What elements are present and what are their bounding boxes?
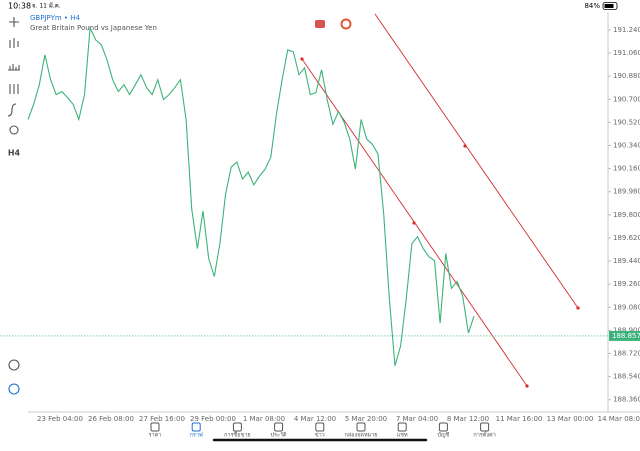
objects-tool[interactable] [9,125,19,135]
price-line [27,25,475,366]
x-tick-label: 1 Mar 08:00 [243,415,285,423]
x-tick-label: 8 Mar 12:00 [447,415,489,423]
x-tick-label: 11 Mar 16:00 [496,415,543,423]
x-tick-label: 29 Feb 00:00 [190,415,236,423]
x-tick-label: 23 Feb 04:00 [37,415,83,423]
y-tick-label: 190.160 [613,165,640,173]
nav-icon[interactable] [438,422,448,432]
nav-label[interactable]: ประวัติ [271,432,287,439]
description: Great Britain Pound vs Japanese Yen [30,24,157,32]
nav-label[interactable]: บัญชี [437,432,449,439]
x-tick-label: 4 Mar 12:00 [294,415,336,423]
nav-icon[interactable] [191,422,201,432]
indicator-tool[interactable] [8,64,20,71]
y-tick-label: 191.060 [613,49,640,57]
function-tool[interactable] [7,103,17,117]
nav-label[interactable]: ราคา [149,433,162,439]
status-date: จ. 11 มี.ค. [32,2,61,10]
nav-icon[interactable] [274,422,284,432]
one-click-sell[interactable] [315,20,325,28]
x-tick-label: 14 Mar 08:00 [598,415,640,423]
search-tool[interactable] [8,359,20,371]
battery-icon [602,2,618,10]
y-tick-label: 188.540 [613,373,640,381]
nav-icon[interactable] [397,422,407,432]
timeframe[interactable]: H4 [8,149,21,158]
y-tick-label: 190.340 [613,142,640,150]
anchor[interactable] [576,306,580,310]
nav-icon[interactable] [356,422,366,432]
anchor[interactable] [525,384,529,388]
trendline[interactable] [374,13,579,309]
nav-icon[interactable] [150,422,160,432]
current-price-label: 188.857 [612,332,640,340]
nav-icon[interactable] [315,422,325,432]
one-click-buy[interactable] [340,18,352,30]
x-tick-label: 26 Feb 08:00 [88,415,134,423]
nav-label[interactable]: การตั้งค่า [473,431,495,439]
y-tick-label: 190.520 [613,118,640,126]
x-tick-label: 13 Mar 00:00 [547,415,594,423]
current-price-box [609,330,640,341]
trendlines [301,13,579,387]
y-tick-label: 188.360 [613,396,640,404]
nav-icon[interactable] [232,422,242,432]
trendline-anchors [300,57,580,388]
nav-label[interactable]: ข่าว [315,433,325,439]
anchor[interactable] [300,57,304,61]
anchor[interactable] [412,221,416,225]
battery-level [604,4,614,8]
settings-tool[interactable] [9,84,19,94]
anchor[interactable] [463,144,467,148]
chart-type-tool[interactable] [9,38,19,48]
y-tick-label: 189.620 [613,234,640,242]
y-tick-label: 189.440 [613,257,640,265]
y-tick-label: 189.800 [613,211,640,219]
battery-text: 84% [584,2,600,10]
nav-label[interactable]: กล่องจดหมาย [344,433,377,439]
y-tick-label: 189.260 [613,280,640,288]
y-tick-label: 191.240 [613,26,640,34]
x-tick-label: 5 Mar 20:00 [345,415,387,423]
x-tick-label: 27 Feb 16:00 [139,415,185,423]
y-tick-label: 190.700 [613,95,640,103]
y-tick-label: 188.900 [613,326,640,334]
symbol: GBPJPYm • H4 [30,14,81,22]
nav-label[interactable]: การซื้อขาย [224,431,250,439]
nav-label[interactable]: กราฟ [190,432,203,439]
nav-label[interactable]: แชท [397,432,408,439]
y-tick-label: 190.880 [613,72,640,80]
y-tick-label: 188.720 [613,350,640,358]
status-time: 10:38 [8,2,31,11]
crosshair-tool[interactable] [9,17,19,27]
toolbar [7,17,20,395]
y-tick-label: 189.980 [613,188,640,196]
trade-tool[interactable] [8,383,20,395]
x-tick-label: 7 Mar 04:00 [396,415,438,423]
nav-icon[interactable] [480,422,490,432]
y-tick-label: 189.080 [613,303,640,311]
